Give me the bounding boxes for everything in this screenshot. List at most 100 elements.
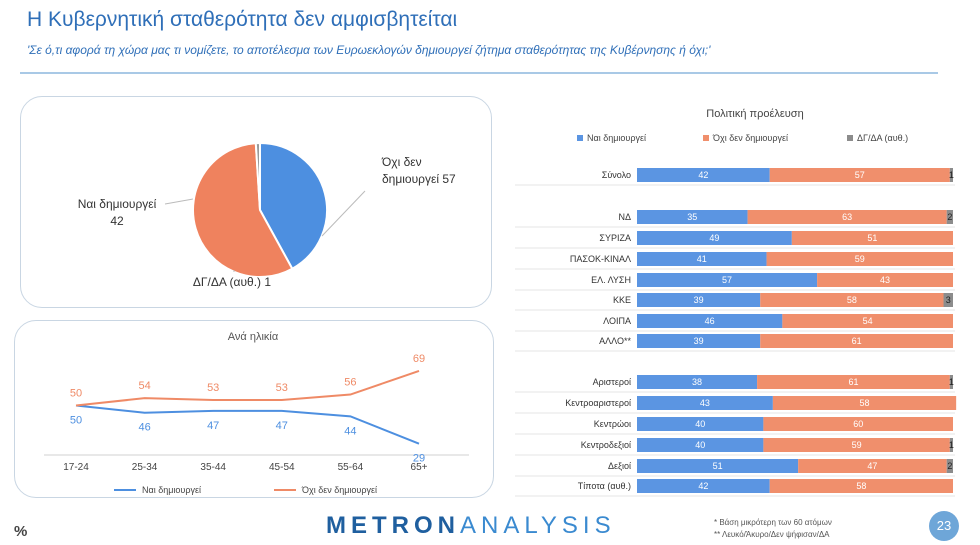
- bar-value-label: 51: [713, 461, 723, 471]
- legend-label: Όχι δεν δημιουργεί: [301, 485, 377, 495]
- row-label: ΚΚΕ: [613, 295, 631, 305]
- bar-segment: [817, 273, 953, 287]
- bar-segment: [637, 417, 764, 431]
- bar-segment: [637, 314, 783, 328]
- bar-value-label: 3: [946, 295, 951, 305]
- pie-label: ΔΓ/ΔΑ (αυθ.) 1: [193, 275, 271, 289]
- data-label: 53: [207, 382, 219, 394]
- legend-label: Όχι δεν δημιουργεί: [712, 133, 788, 143]
- age-line-panel: [14, 320, 494, 498]
- x-tick-label: 25-34: [132, 462, 158, 473]
- footnote-base: * Βάση μικρότερη των 60 ατόμων: [714, 518, 832, 527]
- pie-label: δημιουργεί 57: [382, 172, 456, 186]
- legend-label: Ναι δημιουργεί: [142, 485, 201, 495]
- row-label: Κεντροδεξιοί: [581, 440, 631, 450]
- row-label: ΑΛΛΟ**: [599, 336, 631, 346]
- bar-segment: [637, 231, 792, 245]
- series-line: [75, 369, 420, 407]
- bar-segment: [946, 459, 953, 473]
- logo-analysis: ANALYSIS: [460, 512, 616, 539]
- bar-segment: [637, 168, 770, 182]
- brand-logo: METRONANALYSIS: [326, 512, 616, 540]
- bar-chart-title: Πολιτική προέλευση: [706, 108, 803, 120]
- bar-value-label: 42: [698, 170, 708, 180]
- pie-label: Όχι δεν: [381, 155, 422, 169]
- bar-value-label: 58: [860, 398, 870, 408]
- bar-value-label: 1: [949, 377, 954, 387]
- bar-segment: [949, 168, 953, 182]
- bar-value-label: 59: [852, 440, 862, 450]
- bar-segment: [637, 438, 764, 452]
- bar-segment: [766, 252, 953, 266]
- age-line-chart: Ανά ηλικία 17-24 25-34 35-44 45-54 55-64 65+ 50…: [44, 331, 469, 495]
- pie-slice: [254, 141, 261, 211]
- data-label: 54: [138, 380, 150, 392]
- bar-value-label: 61: [848, 377, 858, 387]
- footnote-other: ** Λευκό/Άκυρο/Δεν ψήφισαν/ΔΑ: [714, 530, 830, 539]
- bar-value-label: 35: [687, 212, 697, 222]
- bar-segment: [637, 375, 758, 389]
- pie-chart: Ναι δημιουργεί 42 Όχι δεν δημιουργεί 57 ΔΓ/Δ…: [78, 141, 456, 289]
- party-bar-chart: Πολιτική προέλευση Ναι δημιουργεί Όχι δεν …: [515, 108, 957, 497]
- data-label: 53: [276, 382, 288, 394]
- x-tick-label: 55-64: [338, 462, 364, 473]
- bar-value-label: 54: [863, 316, 873, 326]
- legend-swatch: [703, 135, 709, 141]
- bar-value-label: 2: [947, 461, 952, 471]
- pie-leader-line: [321, 190, 366, 237]
- row-label: ΝΔ: [618, 212, 631, 222]
- bar-segment: [791, 231, 953, 245]
- data-label: 46: [138, 422, 150, 434]
- bar-segment: [637, 396, 773, 410]
- bar-value-label: 41: [697, 254, 707, 264]
- bar-value-label: 39: [694, 336, 704, 346]
- legend-label: ΔΓ/ΔΑ (αυθ.): [857, 133, 908, 143]
- bar-value-label: 46: [705, 316, 715, 326]
- x-tick-label: 45-54: [269, 462, 295, 473]
- bar-segment: [763, 438, 950, 452]
- bar-segment: [637, 459, 799, 473]
- bar-segment: [760, 334, 953, 348]
- row-label: Αριστεροί: [593, 377, 631, 387]
- bar-segment: [772, 396, 957, 410]
- data-label: 56: [344, 377, 356, 389]
- bar-value-label: 61: [852, 336, 862, 346]
- pie-label: Ναι δημιουργεί: [78, 197, 157, 211]
- bar-segment: [637, 334, 761, 348]
- bar-value-label: 63: [842, 212, 852, 222]
- bar-value-label: 39: [694, 295, 704, 305]
- bar-segment: [769, 479, 953, 493]
- bar-segment: [798, 459, 947, 473]
- bar-value-label: 58: [856, 481, 866, 491]
- bar-value-label: 1: [949, 170, 954, 180]
- data-label: 29: [413, 453, 425, 465]
- row-label: ΣΥΡΙΖΑ: [599, 233, 631, 243]
- percent-sign: %: [14, 523, 28, 540]
- legend-label: Ναι δημιουργεί: [587, 133, 646, 143]
- bar-segment: [760, 293, 944, 307]
- bar-segment: [949, 438, 953, 452]
- series-line: [75, 404, 420, 445]
- row-label: ΠΑΣΟΚ-ΚΙΝΑΛ: [570, 254, 631, 264]
- line-chart-title: Ανά ηλικία: [228, 331, 279, 343]
- bar-segment: [949, 375, 953, 389]
- bar-value-label: 59: [855, 254, 865, 264]
- row-label: Δεξιοί: [608, 461, 631, 471]
- bar-value-label: 40: [695, 440, 705, 450]
- bar-value-label: 43: [700, 398, 710, 408]
- data-label: 50: [70, 387, 82, 399]
- bar-value-label: 40: [695, 419, 705, 429]
- legend-swatch: [577, 135, 583, 141]
- bar-value-label: 1: [949, 440, 954, 450]
- legend-swatch: [847, 135, 853, 141]
- pie-label: 42: [110, 214, 124, 228]
- bar-value-label: 57: [722, 275, 732, 285]
- bar-segment: [637, 293, 761, 307]
- row-label: Σύνολο: [602, 170, 631, 180]
- bar-segment: [757, 375, 950, 389]
- bar-value-label: 2: [947, 212, 952, 222]
- bar-segment: [637, 479, 770, 493]
- bar-segment: [782, 314, 953, 328]
- bar-value-label: 58: [847, 295, 857, 305]
- slide-title: Η Κυβερνητική σταθερότητα δεν αμφισβητεί…: [27, 8, 458, 31]
